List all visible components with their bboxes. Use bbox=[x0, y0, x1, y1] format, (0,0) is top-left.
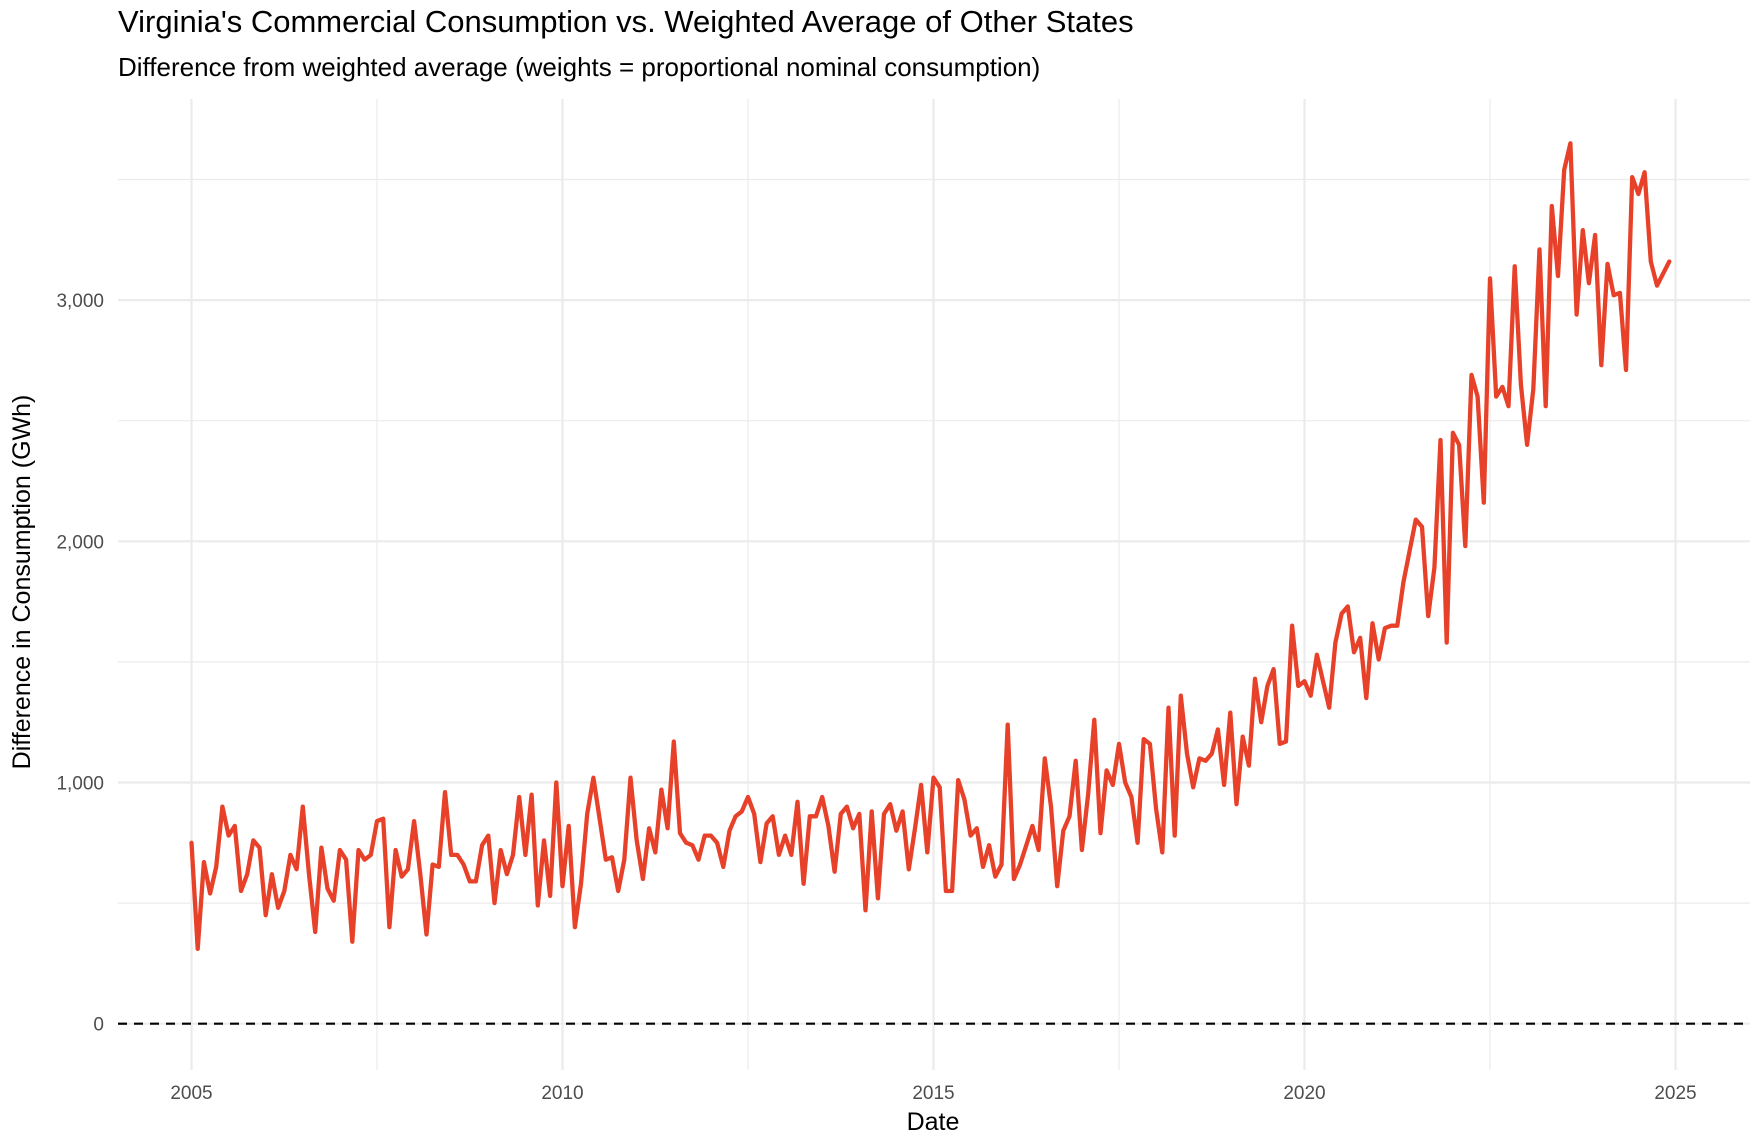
x-tick-label: 2005 bbox=[170, 1083, 212, 1104]
y-axis-title: Difference in Consumption (GWh) bbox=[8, 395, 36, 770]
series-line bbox=[189, 141, 1672, 952]
x-tick-label: 2025 bbox=[1654, 1083, 1696, 1104]
gridlines bbox=[118, 99, 1750, 1070]
x-tick-label: 2010 bbox=[541, 1083, 583, 1104]
y-tick-label: 2,000 bbox=[56, 532, 104, 553]
series-line-group bbox=[189, 141, 1672, 952]
x-axis-ticks: 2005 2010 2015 2020 2025 bbox=[170, 1083, 1696, 1104]
y-axis-ticks: 0 1,000 2,000 3,000 bbox=[56, 291, 104, 1036]
y-tick-label: 3,000 bbox=[56, 291, 104, 312]
y-tick-label: 1,000 bbox=[56, 774, 104, 795]
chart-title: Virginia's Commercial Consumption vs. We… bbox=[118, 4, 1134, 39]
y-tick-label: 0 bbox=[93, 1015, 104, 1036]
x-tick-label: 2020 bbox=[1283, 1083, 1325, 1104]
x-tick-label: 2015 bbox=[912, 1083, 954, 1104]
x-axis-title: Date bbox=[907, 1108, 960, 1136]
chart-subtitle: Difference from weighted average (weight… bbox=[118, 52, 1041, 82]
